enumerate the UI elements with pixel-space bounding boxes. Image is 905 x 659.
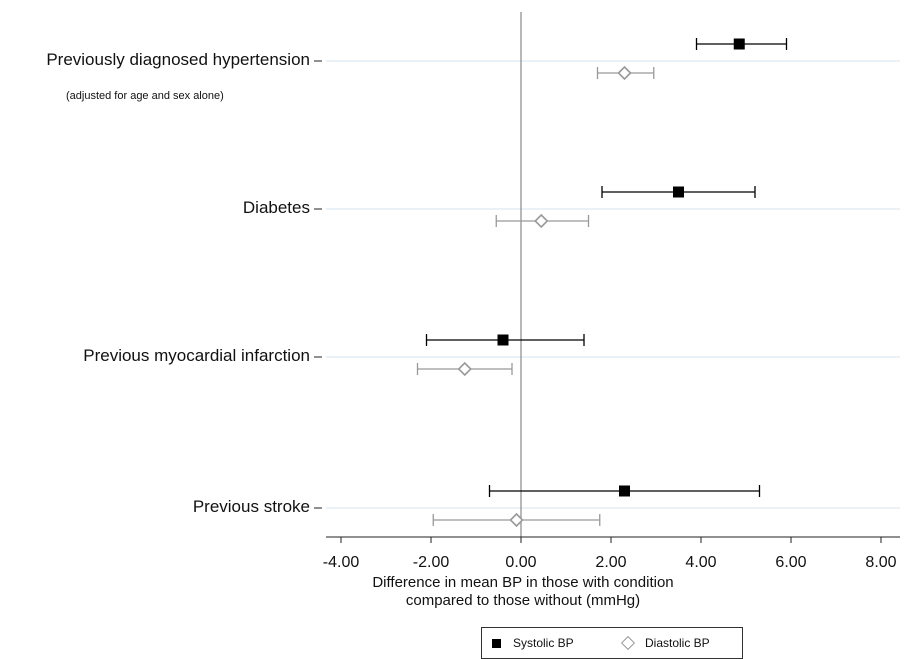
category-label: Previous myocardial infarction: [83, 346, 310, 365]
legend: Systolic BP Diastolic BP: [481, 627, 743, 659]
x-tick-label: 8.00: [865, 554, 897, 571]
category-note: (adjusted for age and sex alone): [66, 90, 224, 102]
point-marker-diastolic: [534, 213, 549, 229]
point-marker-diastolic: [509, 512, 524, 528]
x-axis-label-line2: compared to those without (mmHg): [405, 592, 641, 609]
point-marker-diastolic: [457, 361, 472, 377]
point-marker-systolic: [619, 485, 630, 497]
x-tick-label: -4.00: [322, 554, 360, 571]
x-axis-label-line1: Difference in mean BP in those with cond…: [372, 574, 674, 591]
legend-item-systolic: Systolic BP: [492, 636, 574, 650]
gridlines: [326, 60, 900, 509]
filled-square-icon: [492, 638, 501, 648]
x-tick-label: -2.00: [412, 554, 450, 571]
point-marker-systolic: [497, 334, 509, 346]
data-marks: [416, 38, 788, 528]
category-label: Previous stroke: [192, 497, 310, 516]
point-marker-systolic: [673, 186, 684, 198]
x-axis-label: Difference in mean BP in those with cond…: [370, 574, 676, 610]
legend-label-diastolic: Diastolic BP: [645, 636, 710, 650]
x-tick-label: 6.00: [775, 554, 807, 571]
point-marker-diastolic: [617, 65, 632, 81]
point-marker-systolic: [733, 38, 745, 50]
x-tick-label: 0.00: [505, 554, 537, 571]
x-tick-label: 2.00: [595, 554, 627, 571]
category-label: Previously diagnosed hypertension: [46, 50, 310, 69]
axes: [314, 12, 900, 543]
x-tick-label: 4.00: [685, 554, 717, 571]
legend-item-diastolic: Diastolic BP: [620, 635, 710, 651]
legend-label-systolic: Systolic BP: [513, 636, 574, 650]
open-diamond-icon: [620, 635, 636, 651]
category-label: Diabetes: [242, 198, 310, 217]
